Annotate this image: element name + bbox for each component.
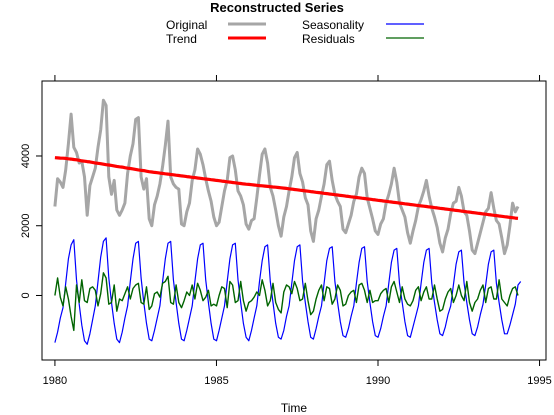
x-axis-top xyxy=(54,75,541,81)
plot-frame xyxy=(41,80,547,361)
series-line-trend xyxy=(54,156,519,220)
y-tick-label: 2000 xyxy=(20,213,32,237)
series-line-seasonality xyxy=(54,237,522,345)
legend-label-original: Original xyxy=(166,18,207,32)
x-tick-label: 1995 xyxy=(527,375,551,387)
series-line-residuals xyxy=(54,272,519,332)
legend-label-trend: Trend xyxy=(166,32,197,46)
y-axis: 0 2000 4000 xyxy=(20,144,42,299)
series-lines xyxy=(53,98,522,345)
y-tick-label: 4000 xyxy=(20,144,32,168)
x-tick-label: 1985 xyxy=(204,375,228,387)
y-tick-label: 0 xyxy=(20,292,32,298)
legend: Original Trend Seasonality Residuals xyxy=(166,18,424,46)
chart-title: Reconstructed Series xyxy=(210,0,344,15)
legend-label-seasonality: Seasonality xyxy=(302,18,364,32)
legend-label-residuals: Residuals xyxy=(302,32,355,46)
series-line-original xyxy=(53,98,520,256)
x-axis-label: Time xyxy=(281,401,308,415)
x-axis-bottom: 1980 1985 1990 1995 xyxy=(43,360,552,387)
x-tick-label: 1980 xyxy=(43,375,67,387)
x-tick-label: 1990 xyxy=(366,375,390,387)
